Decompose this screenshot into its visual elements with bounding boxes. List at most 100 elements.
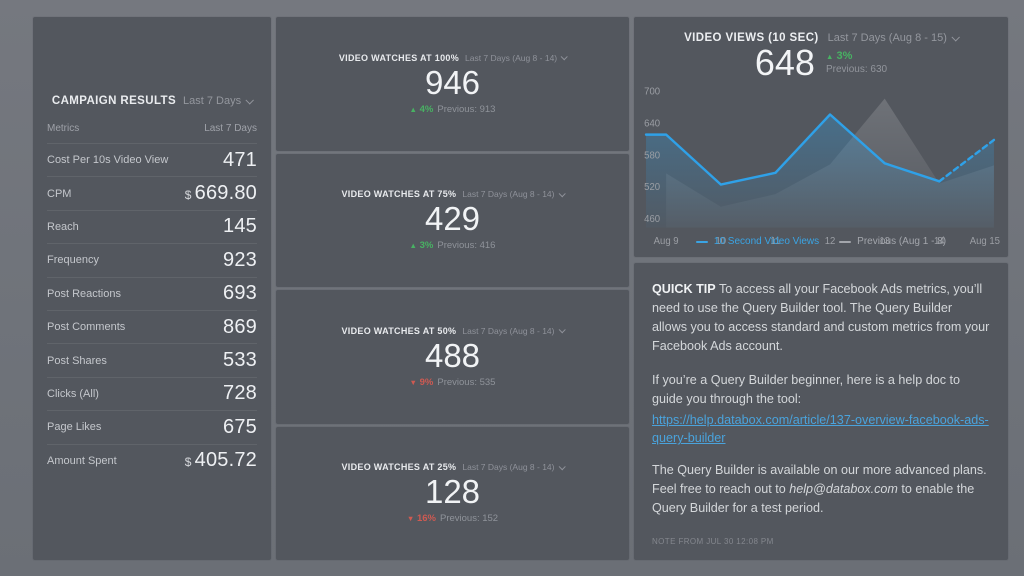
arrow-down-icon: ▼ (409, 377, 417, 387)
metric-value: $405.72 (184, 449, 257, 472)
stat-value: 946 (424, 63, 481, 101)
campaign-results-header: CAMPAIGN RESULTS Last 7 Days (47, 95, 257, 107)
chevron-down-icon (951, 33, 960, 42)
chevron-down-icon (245, 96, 255, 105)
campaign-results-panel: CAMPAIGN RESULTS Last 7 Days Metrics Las… (33, 17, 271, 560)
svg-text:10: 10 (715, 236, 726, 247)
table-row: Frequency 923 (47, 243, 257, 276)
svg-text:12: 12 (825, 236, 836, 247)
table-row: Post Comments 869 (47, 309, 257, 343)
video-views-chart-wrap: 700 640 580 520 460 Aug 9 10 11 12 13 14 Aug 15 (640, 83, 1002, 258)
legend-item-previous[interactable]: Previous (Aug 1 - 8) (839, 236, 946, 247)
delta-badge: ▲ 3% (825, 49, 853, 62)
svg-text:700: 700 (644, 87, 660, 98)
delta-badge: ▲ 4% (409, 103, 434, 115)
svg-text:640: 640 (644, 118, 660, 129)
stat-range-label: Last 7 Days (Aug 8 - 14) (462, 189, 555, 200)
tip-paragraph-link: https://help.databox.com/article/137-ove… (652, 411, 990, 449)
legend-label: 10 Second Video Views (713, 236, 820, 248)
metric-label: Post Reactions (47, 287, 121, 300)
metric-label: Clicks (All) (47, 387, 99, 400)
legend-item-current[interactable]: 10 Second Video Views (695, 236, 820, 248)
tip-paragraph-3: The Query Builder is available on our mo… (652, 463, 987, 516)
quick-tip-panel: QUICK TIP To access all your Facebook Ad… (634, 263, 1008, 560)
metrics-table: Metrics Last 7 Days Cost Per 10s Video V… (47, 119, 257, 477)
arrow-up-icon: ▲ (825, 51, 834, 61)
chevron-down-icon (558, 326, 566, 334)
svg-text:580: 580 (644, 150, 660, 161)
stat-range-label: Last 7 Days (Aug 8 - 14) (462, 462, 555, 473)
chevron-down-icon (560, 53, 568, 61)
delta-badge: ▼ 9% (409, 376, 434, 388)
value-column-header: Last 7 Days (204, 123, 257, 134)
metric-label: Frequency (47, 254, 99, 267)
table-row: Post Shares 533 (47, 343, 257, 376)
delta-badge: ▲ 3% (409, 240, 434, 252)
arrow-down-icon: ▼ (406, 514, 415, 524)
stat-range-label: Last 7 Days (Aug 8 - 14) (465, 52, 558, 63)
line-swatch-icon (839, 240, 852, 243)
stat-range-dropdown[interactable]: Last 7 Days (Aug 8 - 14) (462, 462, 566, 473)
chevron-down-icon (558, 463, 566, 471)
stat-range-dropdown[interactable]: Last 7 Days (Aug 8 - 14) (465, 52, 568, 63)
stat-range-label: Last 7 Days (Aug 8 - 14) (462, 325, 555, 336)
metric-label: CPM (47, 187, 72, 200)
metric-value: 145 (223, 215, 257, 238)
video-views-panel: VIDEO VIEWS (10 SEC) Last 7 Days (Aug 8 … (634, 17, 1008, 258)
metric-label: Page Likes (47, 421, 102, 434)
previous-value: Previous: 630 (825, 63, 888, 75)
line-swatch-icon (695, 240, 708, 243)
video-views-chart: 700 640 580 520 460 Aug 9 10 11 12 13 14 Aug 15 (644, 87, 1000, 247)
table-row: Amount Spent $405.72 (47, 443, 257, 477)
video-views-range-dropdown[interactable]: Last 7 Days (Aug 8 - 15) (827, 32, 960, 44)
stat-card-title: VIDEO WATCHES AT 75% (341, 189, 457, 200)
metric-value: 533 (223, 349, 257, 372)
stat-value: 128 (424, 473, 481, 511)
arrow-up-icon: ▲ (409, 104, 417, 114)
metric-value: 923 (223, 248, 257, 271)
campaign-results-title: CAMPAIGN RESULTS (51, 95, 177, 107)
table-row: Reach 145 (47, 209, 257, 243)
arrow-up-icon: ▲ (409, 241, 417, 251)
table-row: CPM $669.80 (47, 176, 257, 209)
currency-prefix: $ (184, 188, 192, 203)
video-views-range-label: Last 7 Days (Aug 8 - 15) (827, 32, 947, 44)
stat-value: 429 (424, 200, 481, 238)
table-row: Cost Per 10s Video View 471 (47, 143, 257, 176)
metric-label: Reach (47, 220, 79, 233)
svg-text:11: 11 (770, 236, 780, 247)
previous-value: Previous: 416 (437, 240, 496, 252)
metric-value: 693 (223, 282, 257, 305)
metric-value: 869 (223, 315, 257, 338)
stat-range-dropdown[interactable]: Last 7 Days (Aug 8 - 14) (462, 325, 566, 336)
help-doc-link[interactable]: https://help.databox.com/article/137-ove… (652, 412, 989, 446)
previous-value: Previous: 152 (440, 513, 499, 525)
tip-paragraph-1: QUICK TIP To access all your Facebook Ad… (652, 282, 990, 353)
stat-card-watches-100: VIDEO WATCHES AT 100% Last 7 Days (Aug 8… (276, 17, 629, 151)
metric-value: 675 (223, 415, 257, 438)
svg-text:Aug 9: Aug 9 (654, 236, 679, 247)
stat-card-watches-50: VIDEO WATCHES AT 50% Last 7 Days (Aug 8 … (276, 290, 629, 424)
metric-label: Cost Per 10s Video View (47, 154, 169, 167)
video-views-title: VIDEO VIEWS (10 SEC) (684, 32, 819, 44)
stat-range-dropdown[interactable]: Last 7 Days (Aug 8 - 14) (462, 189, 566, 200)
video-views-value: 648 (754, 42, 815, 83)
stat-card-watches-25: VIDEO WATCHES AT 25% Last 7 Days (Aug 8 … (276, 426, 629, 560)
metric-label: Post Comments (47, 321, 126, 334)
stat-card-title: VIDEO WATCHES AT 50% (341, 325, 457, 336)
chevron-down-icon (558, 190, 566, 198)
previous-value: Previous: 535 (437, 376, 496, 388)
quick-tip-label: QUICK TIP (652, 282, 716, 297)
svg-text:13: 13 (879, 236, 890, 247)
svg-text:460: 460 (644, 214, 660, 225)
metric-label: Post Shares (47, 354, 107, 367)
note-timestamp: NOTE FROM JUL 30 12:08 PM (652, 537, 774, 546)
metric-label: Amount Spent (47, 454, 117, 467)
support-email: help@databox.com (789, 482, 898, 497)
svg-text:Aug 15: Aug 15 (970, 236, 1000, 247)
table-row: Post Reactions 693 (47, 276, 257, 310)
stat-card-title: VIDEO WATCHES AT 100% (338, 52, 459, 63)
metrics-table-header: Metrics Last 7 Days (47, 119, 257, 143)
metric-value: $669.80 (184, 182, 257, 205)
campaign-range-dropdown[interactable]: Last 7 Days (183, 95, 255, 107)
